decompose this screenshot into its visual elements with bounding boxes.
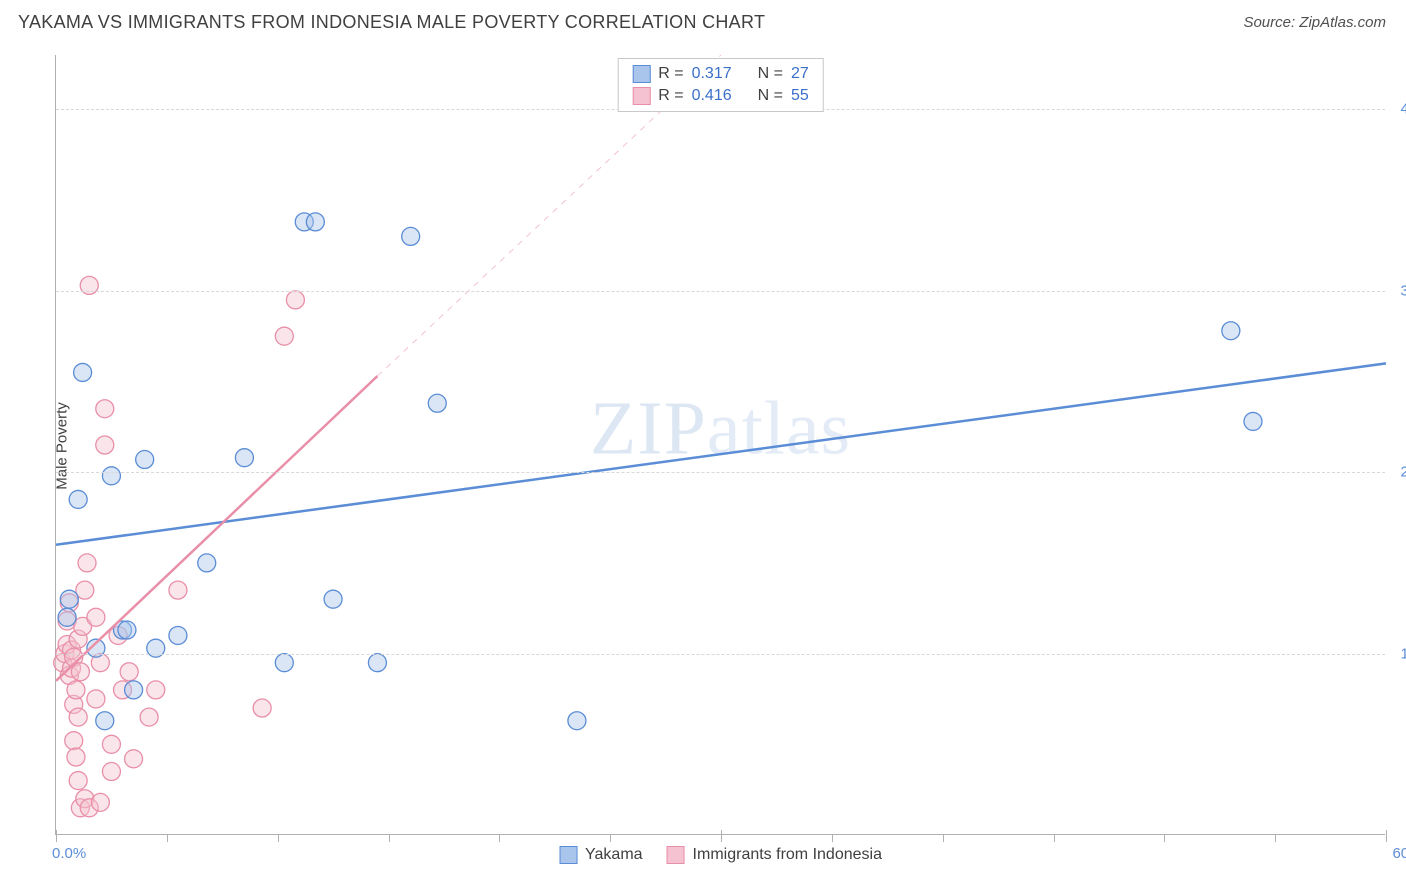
data-point [1244,412,1262,430]
data-point [136,451,154,469]
source-label: Source: ZipAtlas.com [1243,14,1386,31]
legend-swatch [667,846,685,864]
data-point [91,793,109,811]
trend-line [56,376,377,681]
data-point [568,712,586,730]
gridline [56,472,1385,473]
trend-line [56,363,1386,544]
legend-series-item: Yakama [559,846,643,864]
legend-series: Yakama Immigrants from Indonesia [559,846,882,864]
r-value: 0.317 [692,65,732,83]
data-point [118,621,136,639]
chart-plot-area: ZIPatlas R =0.317N =27R =0.416N =55 10.0… [55,55,1385,835]
x-tick [610,834,611,842]
scatter-svg [56,55,1385,834]
x-tick [1386,830,1387,842]
n-value: 27 [791,65,809,83]
x-tick [167,834,168,842]
data-point [69,708,87,726]
data-point [96,436,114,454]
data-point [253,699,271,717]
x-tick [499,834,500,842]
legend-stat-row: R = 0.317 N = 27 [632,63,809,85]
data-point [368,654,386,672]
gridline [56,654,1385,655]
chart-title: YAKAMA VS IMMIGRANTS FROM INDONESIA MALE… [18,12,765,33]
data-point [169,581,187,599]
data-point [87,608,105,626]
x-tick [721,830,722,842]
legend-series-label: Yakama [585,846,643,864]
n-value: 55 [791,87,809,105]
data-point [147,681,165,699]
x-tick [1275,834,1276,842]
legend-series-item: Immigrants from Indonesia [667,846,882,864]
x-tick-label: 0.0% [52,845,86,862]
data-point [324,590,342,608]
n-label: N = [758,65,783,83]
n-label: N = [758,87,783,105]
x-tick [943,834,944,842]
x-tick [1164,834,1165,842]
data-point [96,400,114,418]
data-point [306,213,324,231]
data-point [69,490,87,508]
legend-swatch [559,846,577,864]
data-point [275,327,293,345]
legend-series-label: Immigrants from Indonesia [693,846,882,864]
data-point [65,732,83,750]
data-point [125,750,143,768]
legend-swatch [632,87,650,105]
legend-swatch [632,65,650,83]
data-point [402,227,420,245]
data-point [58,608,76,626]
data-point [102,467,120,485]
x-tick [56,830,57,842]
y-tick-label: 30.0% [1400,282,1406,299]
data-point [286,291,304,309]
data-point [140,708,158,726]
data-point [1222,322,1240,340]
data-point [235,449,253,467]
data-point [120,663,138,681]
x-tick [832,834,833,842]
x-tick [1054,834,1055,842]
legend-stat-row: R = 0.416 N = 55 [632,85,809,107]
data-point [198,554,216,572]
r-label: R = [658,65,683,83]
y-tick-label: 40.0% [1400,101,1406,118]
data-point [78,554,96,572]
data-point [96,712,114,730]
data-point [60,590,78,608]
data-point [69,772,87,790]
data-point [67,681,85,699]
data-point [71,663,89,681]
data-point [102,735,120,753]
y-tick-label: 10.0% [1400,645,1406,662]
data-point [74,363,92,381]
data-point [87,690,105,708]
data-point [67,748,85,766]
data-point [428,394,446,412]
data-point [169,626,187,644]
legend-stats: R = 0.317 N = 27 R = 0.416 N = 55 [617,58,824,112]
x-tick [278,834,279,842]
data-point [125,681,143,699]
x-tick [389,834,390,842]
gridline [56,291,1385,292]
x-tick-label: 60.0% [1392,845,1406,862]
y-tick-label: 20.0% [1400,464,1406,481]
data-point [102,763,120,781]
r-value: 0.416 [692,87,732,105]
r-label: R = [658,87,683,105]
data-point [275,654,293,672]
header: YAKAMA VS IMMIGRANTS FROM INDONESIA MALE… [0,0,1406,41]
